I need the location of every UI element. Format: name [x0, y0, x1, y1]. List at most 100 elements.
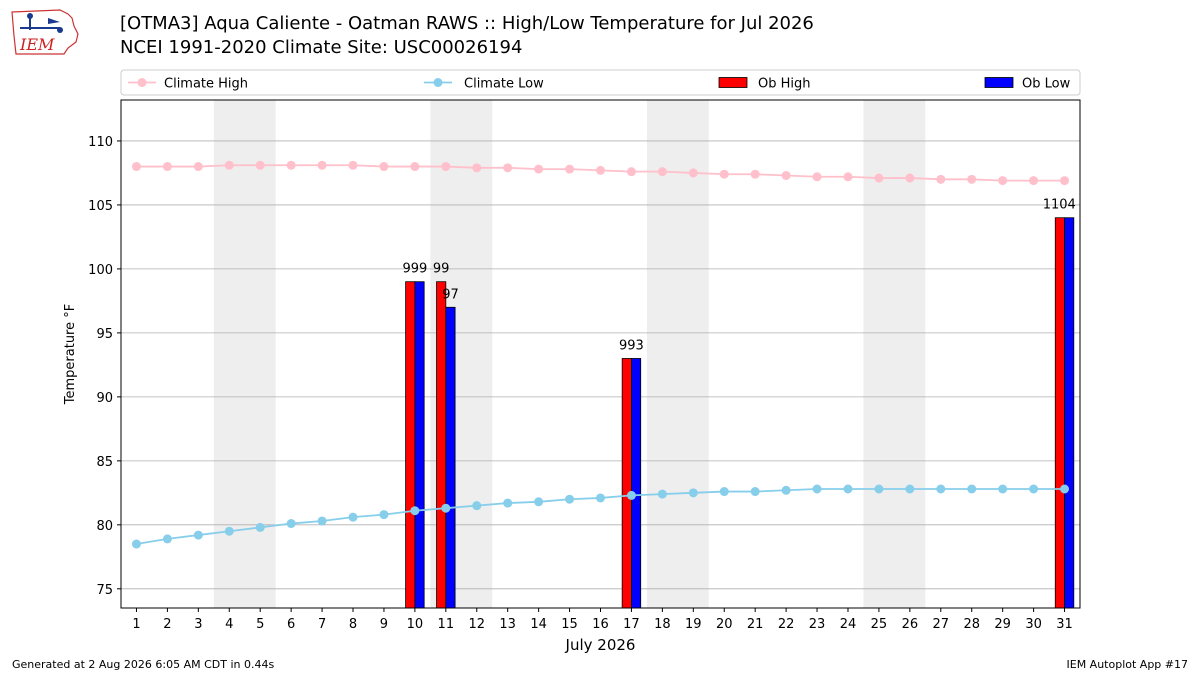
y-tick-label: 80 [96, 519, 113, 534]
climate-high-point [410, 162, 420, 172]
weekend-shade [863, 100, 926, 608]
x-tick-label: 31 [1056, 617, 1073, 632]
climate-low-point [874, 484, 884, 494]
climate-low-point [719, 487, 729, 497]
climate-high-point [565, 164, 575, 174]
x-tick-label: 8 [349, 617, 357, 632]
climate-high-point [719, 169, 729, 179]
generated-timestamp: Generated at 2 Aug 2026 6:05 AM CDT in 0… [12, 658, 275, 671]
climate-high-point [812, 172, 822, 182]
chart-title: [OTMA3] Aqua Caliente - Oatman RAWS :: H… [120, 13, 814, 34]
legend-box [120, 69, 1081, 96]
legend-swatch [718, 77, 748, 88]
ob-low-bar [631, 358, 642, 609]
weekend-shade [646, 100, 709, 608]
climate-low-point [255, 522, 265, 532]
climate-high-point [967, 174, 977, 184]
x-tick-label: 14 [530, 617, 547, 632]
climate-high-point [534, 164, 544, 174]
legend-marker [433, 78, 443, 87]
x-tick-label: 2 [163, 617, 171, 632]
climate-high-point [131, 162, 141, 172]
x-tick-label: 21 [747, 617, 764, 632]
x-axis-label: July 2026 [565, 636, 636, 654]
climate-high-point [317, 160, 327, 170]
x-tick-label: 18 [654, 617, 671, 632]
climate-high-point [379, 162, 389, 172]
data-label: 1104 [1043, 198, 1076, 213]
x-tick-label: 10 [407, 617, 424, 632]
app-credit: IEM Autoplot App #17 [1066, 658, 1189, 671]
climate-high-point [193, 162, 203, 172]
ob-high-bar [405, 281, 416, 609]
x-tick-label: 5 [256, 617, 264, 632]
climate-high-point [224, 160, 234, 170]
climate-low-point [1029, 484, 1039, 494]
legend-marker [137, 78, 147, 87]
data-label: 97 [442, 287, 459, 302]
legend-swatch [984, 77, 1014, 88]
climate-low-point [162, 534, 172, 544]
climate-high-point [781, 170, 791, 180]
climate-high-point [503, 163, 513, 173]
y-tick-label: 100 [88, 263, 113, 278]
climate-low-point [224, 526, 234, 536]
x-tick-label: 13 [499, 617, 516, 632]
climate-low-point [317, 516, 327, 526]
climate-high-point [750, 169, 760, 179]
legend-entry: Climate High [164, 77, 248, 92]
x-tick-label: 16 [592, 617, 609, 632]
x-tick-label: 3 [194, 617, 202, 632]
climate-low-point [131, 539, 141, 549]
chart-subtitle: NCEI 1991-2020 Climate Site: USC00026194 [120, 37, 523, 58]
climate-low-point [688, 488, 698, 498]
x-tick-label: 12 [468, 617, 485, 632]
climate-high-point [286, 160, 296, 170]
climate-high-point [472, 163, 482, 173]
x-tick-label: 24 [840, 617, 857, 632]
climate-low-point [565, 494, 575, 504]
x-tick-label: 22 [778, 617, 795, 632]
y-tick-label: 85 [96, 455, 113, 470]
logo-text: IEM [19, 35, 55, 54]
x-tick-label: 25 [871, 617, 888, 632]
climate-low-point [781, 485, 791, 495]
x-tick-label: 19 [685, 617, 702, 632]
y-tick-label: 95 [96, 327, 113, 342]
x-tick-label: 7 [318, 617, 326, 632]
iem-logo: IEM [11, 9, 79, 55]
x-tick-label: 23 [809, 617, 826, 632]
climate-low-point [410, 506, 420, 516]
data-label: 999 [402, 262, 427, 277]
legend-entry: Ob Low [1022, 77, 1071, 92]
climate-low-point [193, 530, 203, 540]
ob-low-bar [445, 306, 456, 609]
plot-frame [120, 99, 1081, 609]
climate-high-point [998, 176, 1008, 186]
climate-low-point [348, 512, 358, 522]
climate-high-point [626, 167, 636, 177]
climate-high-point [441, 162, 451, 172]
ob-high-bar [436, 281, 447, 609]
x-tick-label: 6 [287, 617, 295, 632]
climate-high-point [688, 168, 698, 178]
climate-low-point [441, 503, 451, 513]
x-tick-label: 29 [994, 617, 1011, 632]
climate-low-point [286, 519, 296, 529]
x-tick-label: 30 [1025, 617, 1042, 632]
x-tick-label: 28 [963, 617, 980, 632]
y-tick-label: 75 [96, 583, 113, 598]
y-axis-label: Temperature °F [63, 304, 78, 405]
climate-low-point [503, 498, 513, 508]
climate-low-point [750, 487, 760, 497]
climate-low-point [905, 484, 915, 494]
climate-low-point [657, 489, 667, 499]
climate-low-point [596, 493, 605, 503]
x-tick-label: 15 [561, 617, 578, 632]
climate-high-point [936, 174, 946, 184]
climate-high-point [1060, 176, 1070, 186]
climate-low-point [843, 484, 853, 494]
climate-low-point [812, 484, 822, 494]
climate-high-point [657, 167, 667, 177]
